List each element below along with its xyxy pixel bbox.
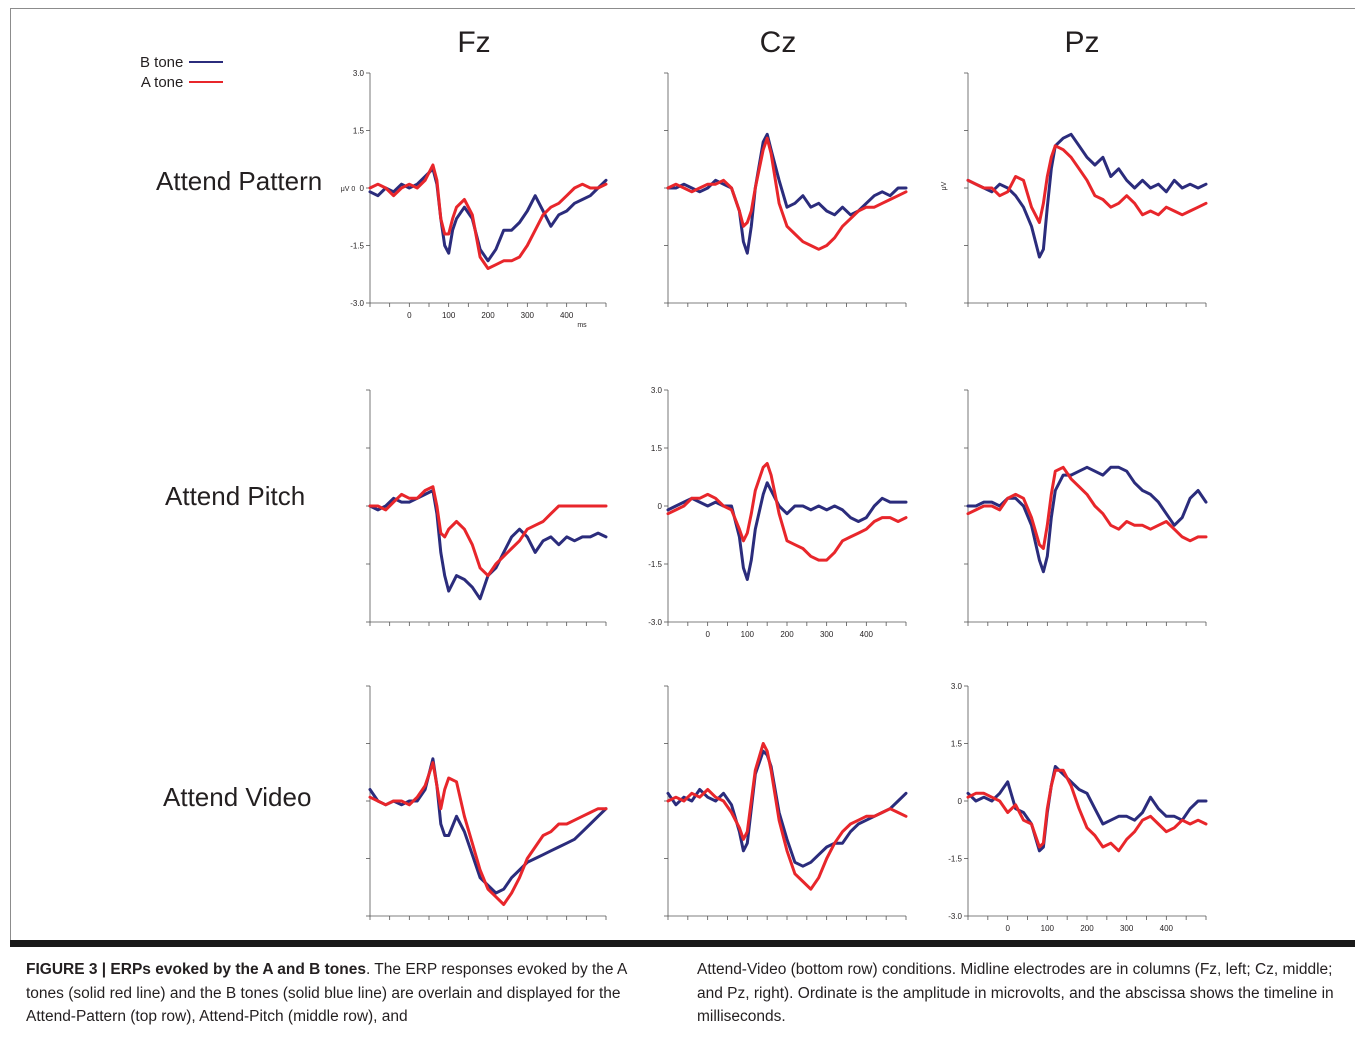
y-tick-label-fz-attend-pattern: 0: [360, 184, 365, 193]
y-tick-label-pz-attend-video: -1.5: [948, 855, 962, 864]
series-line-b-tone-pz-attend-pitch: [966, 465, 1208, 574]
series-line-b-tone-fz-attend-pitch: [368, 489, 608, 601]
y-tick-label-fz-attend-pattern: 1.5: [353, 127, 365, 136]
series-line-a-tone-pz-attend-video: [966, 768, 1208, 853]
x-tick-label-pz-attend-video: 300: [1120, 924, 1134, 933]
row-label-attend-video: Attend Video: [163, 782, 312, 812]
row-label-attend-pattern: Attend Pattern: [156, 166, 323, 196]
x-tick-label-fz-attend-pattern: 400: [560, 311, 574, 320]
x-tick-label-fz-attend-pattern: 100: [442, 311, 456, 320]
caption-left: FIGURE 3 | ERPs evoked by the A and B to…: [26, 958, 668, 1029]
legend-swatch-b-tone: [189, 61, 224, 63]
x-tick-label-pz-attend-video: 100: [1041, 924, 1055, 933]
caption-text-left: . The ERP responses evoked by the A tone…: [26, 961, 627, 1025]
series-line-b-tone-fz-attend-pattern: [368, 167, 608, 263]
series-line-b-tone-cz-attend-pattern: [666, 132, 908, 255]
x-tick-label-cz-attend-pitch: 300: [820, 630, 834, 639]
y-tick-label-cz-attend-pitch: -3.0: [648, 618, 662, 627]
y-tick-label-cz-attend-pitch: 3.0: [651, 386, 663, 395]
legend-label-a-tone: A tone: [140, 73, 184, 91]
y-tick-label-pz-attend-video: 0: [958, 797, 963, 806]
x-tick-label-cz-attend-pitch: 400: [860, 630, 874, 639]
series-line-a-tone-fz-attend-pattern: [368, 163, 608, 270]
legend-swatch-a-tone: [189, 81, 224, 83]
row-label-attend-pitch: Attend Pitch: [165, 481, 306, 511]
column-title-fz: Fz: [457, 26, 491, 59]
y-tick-label-fz-attend-pattern: -1.5: [350, 242, 364, 251]
legend-label-b-tone: B tone: [140, 53, 184, 71]
series-line-a-tone-cz-attend-video: [666, 742, 908, 891]
caption-title: FIGURE 3 | ERPs evoked by the A and B to…: [26, 961, 366, 978]
caption-divider: [10, 940, 1355, 947]
figure-frame: [10, 8, 1355, 940]
series-line-b-tone-pz-attend-pattern: [966, 132, 1208, 259]
unit-label-uv-fz: μV 0: [341, 186, 356, 193]
legend-item-a-tone: A tone: [140, 72, 224, 92]
series-line-b-tone-fz-attend-video: [368, 757, 608, 895]
y-tick-label-cz-attend-pitch: 0: [658, 502, 663, 511]
series-line-a-tone-pz-attend-pattern: [966, 144, 1208, 224]
series-line-a-tone-fz-attend-pitch: [368, 485, 608, 578]
x-tick-label-cz-attend-pitch: 100: [741, 630, 755, 639]
legend: B tone A tone: [140, 52, 224, 92]
x-tick-label-pz-attend-video: 200: [1080, 924, 1094, 933]
x-tick-label-fz-attend-pattern: 300: [521, 311, 535, 320]
legend-item-b-tone: B tone: [140, 52, 224, 72]
column-title-cz: Cz: [759, 26, 797, 59]
x-tick-label-pz-attend-video: 400: [1160, 924, 1174, 933]
x-tick-label-fz-attend-pattern: 0: [407, 311, 412, 320]
x-tick-label-fz-attend-pattern: 200: [481, 311, 495, 320]
y-tick-label-cz-attend-pitch: 1.5: [651, 444, 663, 453]
series-line-a-tone-cz-attend-pattern: [666, 136, 908, 251]
x-tick-label-pz-attend-video: 0: [1005, 924, 1010, 933]
y-tick-label-pz-attend-video: 3.0: [951, 682, 963, 691]
caption-right: Attend-Video (bottom row) conditions. Mi…: [697, 958, 1343, 1029]
y-tick-label-pz-attend-video: 1.5: [951, 740, 963, 749]
x-tick-label-cz-attend-pitch: 200: [780, 630, 794, 639]
y-tick-label-fz-attend-pattern: 3.0: [353, 69, 365, 78]
erp-panels: 3.0 1.5 0 -1.5 -3.0 0 100 200 300 400 3.0 1.5 0 -1.5 -…: [341, 69, 1208, 933]
column-title-pz: Pz: [1064, 26, 1100, 59]
unit-label-uv-pz: μV: [941, 181, 948, 190]
y-tick-label-pz-attend-video: -3.0: [948, 912, 962, 921]
caption-text-right: Attend-Video (bottom row) conditions. Mi…: [697, 961, 1334, 1025]
x-tick-label-cz-attend-pitch: 0: [705, 630, 710, 639]
series-line-a-tone-pz-attend-pitch: [966, 465, 1208, 550]
y-tick-label-cz-attend-pitch: -1.5: [648, 560, 662, 569]
series-line-a-tone-cz-attend-pitch: [666, 462, 908, 562]
y-tick-label-fz-attend-pattern: -3.0: [350, 299, 364, 308]
unit-label-ms: ms: [577, 322, 587, 329]
series-line-b-tone-pz-attend-video: [966, 765, 1208, 853]
series-line-a-tone-fz-attend-video: [368, 761, 608, 906]
